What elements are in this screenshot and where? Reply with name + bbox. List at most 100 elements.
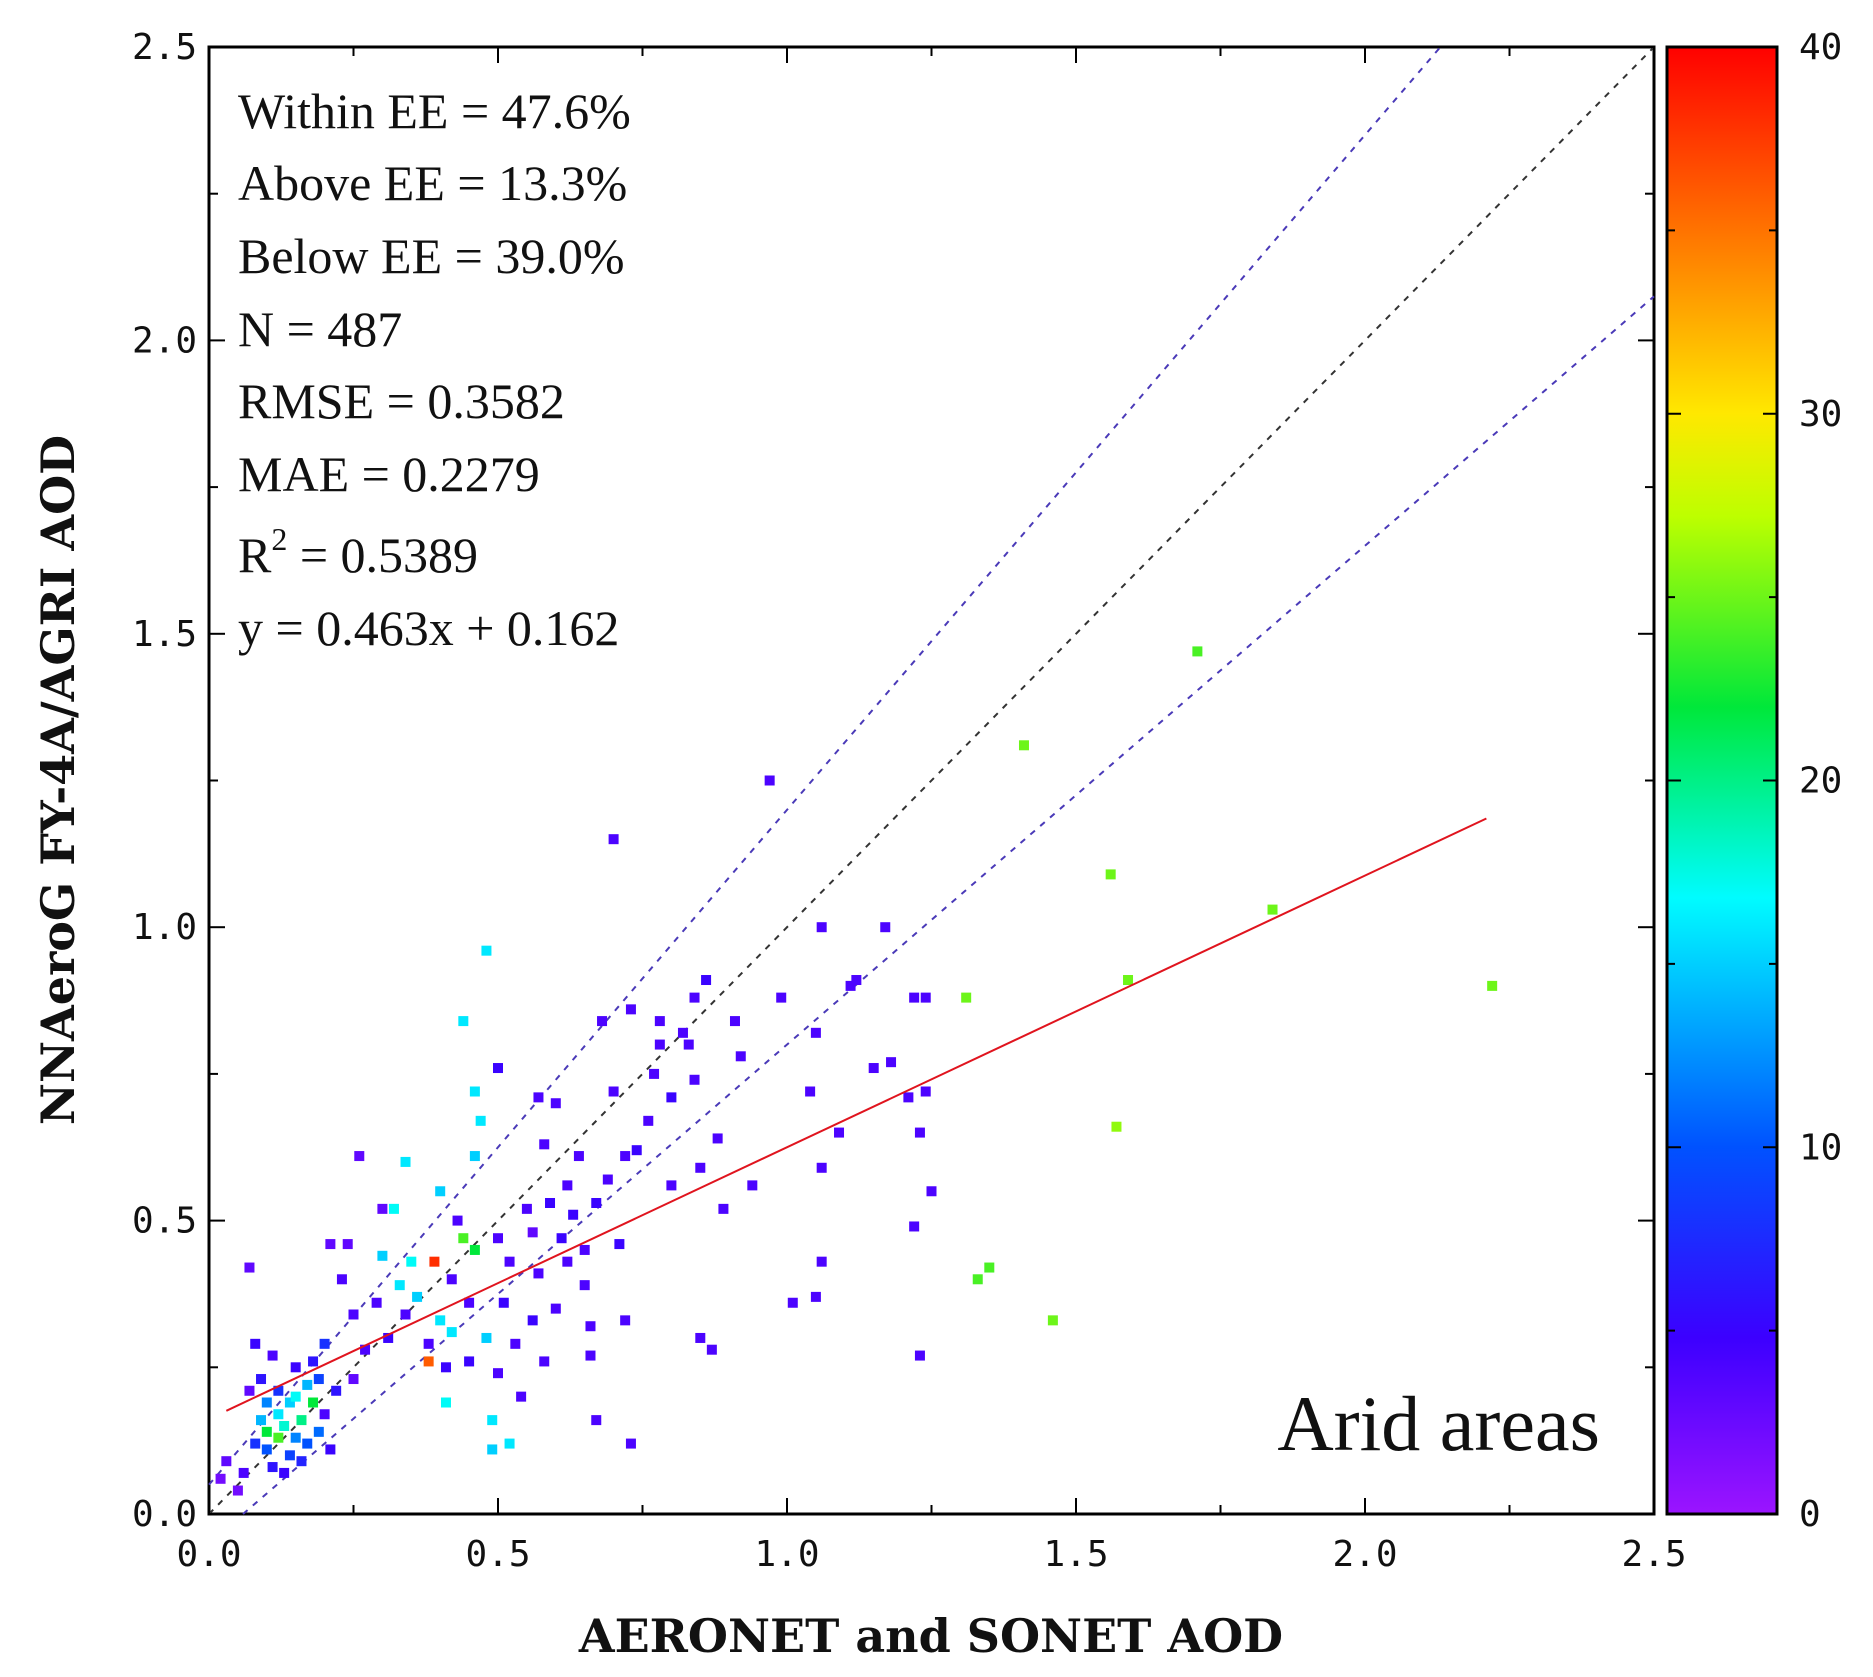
- data-point: [735, 1051, 746, 1062]
- y-tick-label: 0.0: [132, 1494, 197, 1535]
- colorbar-tick-label: 20: [1799, 761, 1842, 802]
- data-point: [302, 1379, 313, 1390]
- data-point: [221, 1456, 232, 1467]
- data-point: [539, 1139, 550, 1150]
- data-point: [371, 1297, 382, 1308]
- data-point: [614, 1239, 625, 1250]
- data-point: [591, 1197, 602, 1208]
- data-point: [1105, 869, 1116, 880]
- data-point: [909, 1221, 920, 1232]
- data-point: [868, 1063, 879, 1074]
- x-tick-label: 2.0: [1332, 1534, 1397, 1575]
- data-point: [331, 1385, 342, 1396]
- stat-rmse: RMSE = 0.3582: [238, 373, 565, 429]
- data-point: [776, 992, 787, 1003]
- data-point: [215, 1473, 226, 1484]
- data-point: [608, 1086, 619, 1097]
- data-point: [568, 1209, 579, 1220]
- data-point: [290, 1362, 301, 1373]
- regression-line: [225, 817, 1487, 1412]
- data-point: [527, 1315, 538, 1326]
- data-point: [706, 1344, 717, 1355]
- data-point: [649, 1068, 660, 1079]
- data-point: [273, 1432, 284, 1443]
- data-point: [464, 1297, 475, 1308]
- data-point: [920, 1086, 931, 1097]
- data-point: [256, 1415, 267, 1426]
- x-axis-label: AERONET and SONET AOD: [578, 1609, 1283, 1663]
- data-point: [695, 1162, 706, 1173]
- data-point: [423, 1356, 434, 1367]
- data-point: [440, 1397, 451, 1408]
- data-point: [458, 1233, 469, 1244]
- data-point: [313, 1426, 324, 1437]
- data-point: [805, 1086, 816, 1097]
- data-point: [816, 1162, 827, 1173]
- data-point: [886, 1057, 897, 1068]
- reference-line-one-to-one: [208, 46, 1655, 1515]
- data-point: [816, 922, 827, 933]
- data-point: [406, 1256, 417, 1267]
- data-point: [972, 1274, 983, 1285]
- data-point: [487, 1415, 498, 1426]
- data-point: [273, 1385, 284, 1396]
- data-point: [689, 992, 700, 1003]
- data-point: [435, 1315, 446, 1326]
- data-point: [926, 1186, 937, 1197]
- x-tick-label: 1.0: [754, 1534, 819, 1575]
- data-point: [556, 1233, 567, 1244]
- data-point: [816, 1256, 827, 1267]
- data-point: [909, 992, 920, 1003]
- data-point: [810, 1027, 821, 1038]
- stat-within-ee: Within EE = 47.6%: [238, 83, 631, 139]
- stat-n: N = 487: [238, 301, 402, 357]
- data-point: [1123, 975, 1134, 986]
- data-point: [452, 1215, 463, 1226]
- data-point: [296, 1456, 307, 1467]
- data-point: [984, 1262, 995, 1273]
- data-point: [654, 1039, 665, 1050]
- data-point: [747, 1180, 758, 1191]
- data-point: [284, 1397, 295, 1408]
- data-point: [729, 1016, 740, 1027]
- data-point: [400, 1156, 411, 1167]
- data-point: [550, 1098, 561, 1109]
- data-point: [643, 1115, 654, 1126]
- data-point: [1192, 646, 1203, 657]
- data-point: [493, 1063, 503, 1074]
- data-point: [516, 1391, 527, 1402]
- data-point: [244, 1385, 255, 1396]
- data-point: [562, 1256, 573, 1267]
- data-point: [834, 1127, 845, 1138]
- data-point: [914, 1127, 925, 1138]
- x-tick-label: 1.5: [1043, 1534, 1108, 1575]
- data-point: [232, 1485, 243, 1496]
- data-point: [440, 1362, 451, 1373]
- data-point: [961, 992, 972, 1003]
- data-point: [1267, 904, 1278, 915]
- data-point: [764, 775, 775, 786]
- data-point: [718, 1203, 729, 1214]
- data-point: [625, 1004, 636, 1015]
- data-point: [261, 1397, 272, 1408]
- data-point: [394, 1280, 405, 1291]
- region-label: Arid areas: [1277, 1380, 1600, 1467]
- data-point: [677, 1027, 688, 1038]
- data-point: [539, 1356, 550, 1367]
- colorbar-tick-label: 40: [1799, 27, 1842, 68]
- data-point: [435, 1186, 446, 1197]
- y-tick-label: 2.5: [132, 27, 197, 68]
- data-point: [608, 834, 619, 845]
- data-points: [215, 646, 1498, 1496]
- data-point: [654, 1016, 665, 1027]
- data-point: [712, 1133, 723, 1144]
- data-point: [533, 1092, 544, 1103]
- reference-lines: [208, 46, 1655, 1515]
- data-point: [527, 1227, 538, 1238]
- data-point: [244, 1262, 255, 1273]
- data-point: [591, 1415, 602, 1426]
- x-tick-label: 0.5: [465, 1534, 530, 1575]
- data-point: [302, 1438, 313, 1449]
- data-point: [400, 1309, 411, 1320]
